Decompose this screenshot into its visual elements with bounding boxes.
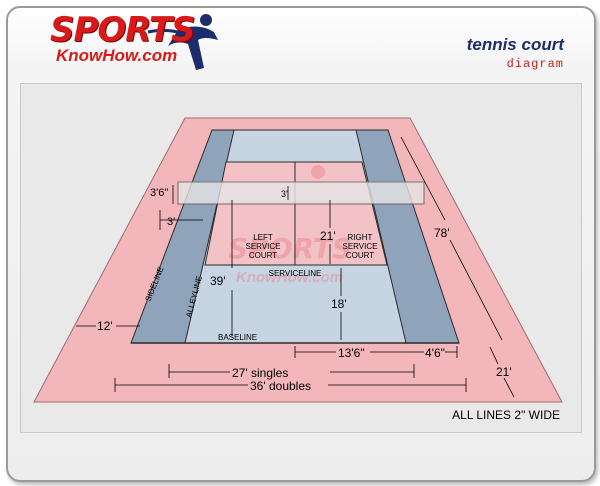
- label-length: 78': [434, 226, 450, 240]
- label-serviceline: SERVICELINE: [269, 269, 322, 278]
- label-service-box-length: 21': [320, 229, 336, 243]
- label-net-height: 3'6": [150, 187, 168, 199]
- label-half-length: 39': [210, 274, 226, 288]
- svg-text:KnowHow.com: KnowHow.com: [236, 269, 343, 286]
- label-center-net-height: 3': [281, 189, 288, 199]
- page-title: tennis court: [466, 35, 564, 54]
- watermark-logo: SPORTS KnowHow.com: [228, 165, 352, 286]
- sportsknowhow-logo[interactable]: SPORTS KnowHow.com: [28, 10, 218, 72]
- label-net-post-offset: 3': [167, 216, 175, 228]
- tennis-net: [177, 181, 425, 205]
- label-right-service-court-3: COURT: [346, 251, 374, 260]
- label-baseline: BASELINE: [218, 333, 257, 342]
- label-baseline-to-service: 18': [331, 297, 347, 311]
- athlete-icon: [147, 14, 218, 71]
- label-alley-width: 4'6": [425, 346, 445, 360]
- label-left-service-court-3: COURT: [249, 251, 277, 260]
- label-left-service-court-1: LEFT: [253, 233, 273, 242]
- logo-sports-text: SPORTS: [50, 10, 196, 50]
- lines-width-note: ALL LINES 2" WIDE: [452, 408, 560, 422]
- label-back-runoff: 12': [97, 319, 113, 333]
- label-right-service-court-1: RIGHT: [348, 233, 373, 242]
- label-right-service-court-2: SERVICE: [343, 242, 378, 251]
- page-subtitle: diagram: [506, 57, 564, 71]
- label-center-width: 13'6": [338, 346, 365, 360]
- label-singles-width: 27' singles: [232, 366, 288, 380]
- logo-knowhow-text: KnowHow.com: [56, 46, 178, 65]
- dimension-lines: [76, 136, 515, 398]
- label-doubles-width: 36' doubles: [250, 379, 311, 393]
- label-service-box-length-2: 21': [496, 365, 512, 379]
- label-left-service-court-2: SERVICE: [246, 242, 281, 251]
- svg-text:SPORTS: SPORTS: [228, 232, 352, 265]
